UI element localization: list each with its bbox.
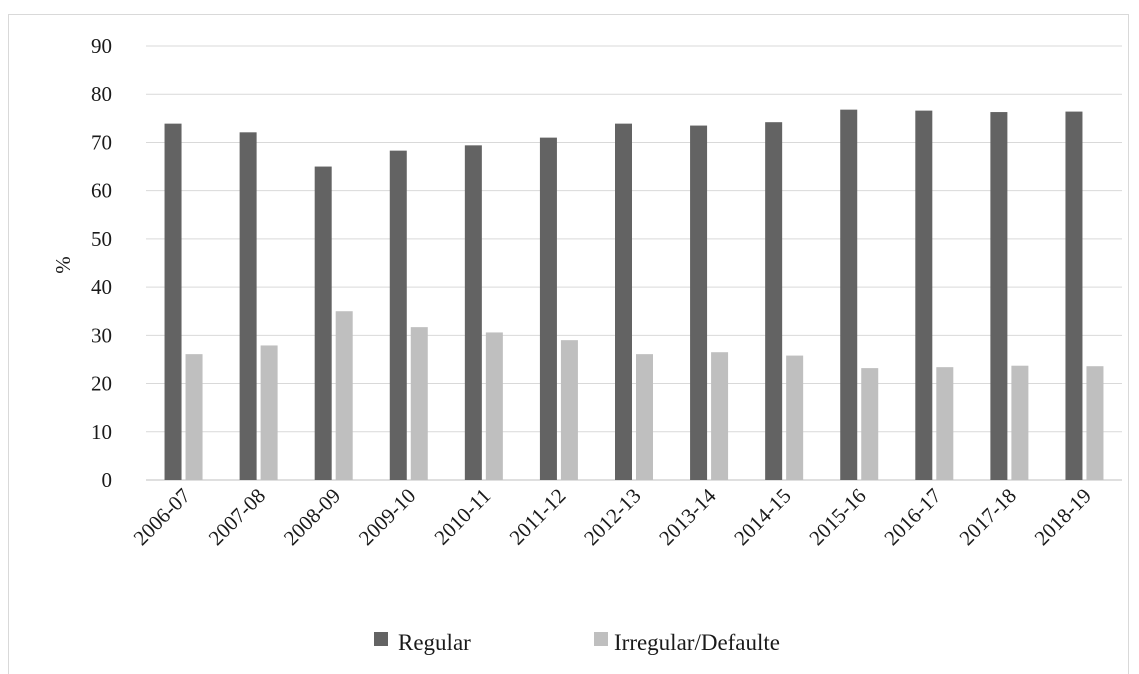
- bar-irregular: [1086, 366, 1104, 480]
- bar-regular: [1065, 111, 1083, 481]
- bar-irregular: [185, 354, 203, 480]
- bar-regular: [389, 150, 407, 481]
- bar-regular: [164, 123, 182, 480]
- x-tick-label: 2011-12: [505, 484, 571, 550]
- y-tick-label: 40: [91, 275, 112, 299]
- x-tick-label: 2018-19: [1030, 484, 1096, 550]
- bar-regular: [615, 123, 632, 480]
- x-tick-label: 2012-13: [579, 484, 645, 550]
- x-axis-ticks: 2006-07 2007-08 2008-09 2009-10 2010-11 2011-…: [129, 483, 1096, 550]
- y-tick-label: 50: [91, 227, 112, 251]
- bar-regular: [539, 137, 557, 480]
- bars: [164, 109, 1104, 481]
- bar-regular: [990, 112, 1008, 480]
- bar-irregular: [936, 367, 954, 480]
- y-tick-label: 90: [91, 34, 112, 58]
- legend-label: Irregular/Defaulte: [614, 630, 780, 655]
- bar-irregular: [260, 345, 278, 480]
- bar-regular: [765, 122, 783, 481]
- y-axis-ticks: 0 10 20 30 40 50 60 70 80 90: [91, 34, 112, 492]
- bar-irregular: [711, 352, 729, 480]
- y-tick-label: 70: [91, 130, 112, 154]
- bar-regular: [840, 109, 858, 481]
- y-tick-label: 10: [91, 420, 112, 444]
- x-tick-label: 2016-17: [879, 484, 945, 550]
- legend-label: Regular: [398, 630, 471, 655]
- bar-regular: [239, 132, 257, 480]
- bar-irregular: [410, 327, 428, 480]
- y-tick-label: 60: [91, 179, 112, 203]
- legend: Regular Irregular/Defaulte: [374, 630, 780, 655]
- bar-irregular: [335, 311, 353, 480]
- y-axis-label: %: [51, 256, 75, 274]
- x-tick-label: 2013-14: [654, 483, 721, 550]
- bar-regular: [314, 166, 332, 481]
- y-tick-label: 0: [102, 468, 113, 492]
- bar-irregular: [485, 332, 503, 480]
- y-tick-label: 30: [91, 323, 112, 347]
- bar-irregular: [786, 355, 804, 480]
- chart-frame: [8, 14, 1129, 674]
- y-tick-label: 20: [91, 372, 112, 396]
- bar-regular: [915, 110, 933, 481]
- bar-irregular: [861, 368, 879, 480]
- x-tick-label: 2014-15: [729, 484, 795, 550]
- x-tick-label: 2006-07: [129, 484, 195, 550]
- y-tick-label: 80: [91, 82, 112, 106]
- x-tick-label: 2017-18: [954, 484, 1020, 550]
- x-tick-label: 2007-08: [204, 484, 270, 550]
- legend-swatch: [594, 632, 608, 646]
- bar-regular: [690, 125, 708, 481]
- bar-irregular: [636, 354, 653, 480]
- bar-regular: [464, 145, 482, 481]
- x-tick-label: 2009-10: [354, 484, 420, 550]
- bar-irregular: [560, 340, 578, 480]
- bar-irregular: [1011, 365, 1029, 480]
- legend-swatch: [374, 632, 388, 646]
- gridlines: [146, 45, 1122, 481]
- x-tick-label: 2010-11: [429, 484, 495, 550]
- x-tick-label: 2015-16: [804, 484, 870, 550]
- x-tick-label: 2008-09: [279, 484, 345, 550]
